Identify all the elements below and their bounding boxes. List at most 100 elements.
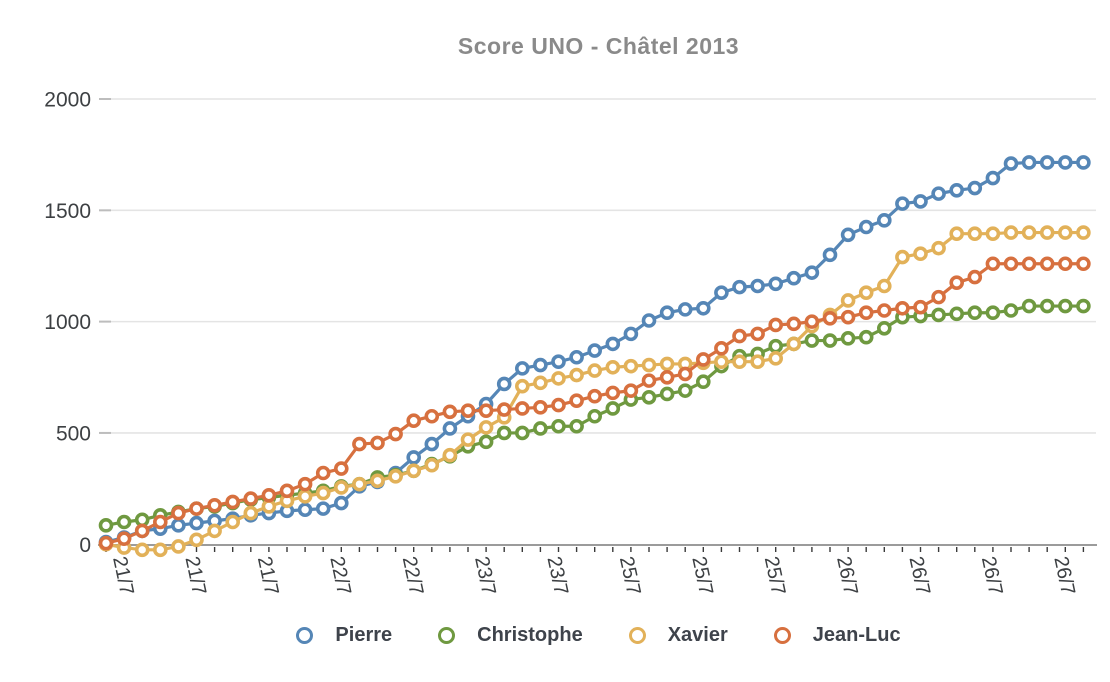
x-tick-label: 22/7 xyxy=(325,554,355,597)
series-marker xyxy=(587,388,603,404)
series-marker xyxy=(732,328,747,344)
legend-marker-christophe-icon xyxy=(438,627,456,644)
series-marker xyxy=(931,289,946,305)
series-marker xyxy=(1021,225,1037,240)
x-tick-label: 23/7 xyxy=(543,554,573,597)
series-marker xyxy=(533,357,548,373)
series-marker xyxy=(605,385,621,401)
series-marker xyxy=(876,213,892,228)
series-marker xyxy=(768,276,784,292)
legend-label-xavier: Xavier xyxy=(667,624,728,646)
legend-marker-pierre-icon xyxy=(296,627,314,644)
series-marker xyxy=(1003,303,1019,318)
x-tick-label: 23/7 xyxy=(470,554,500,597)
series-marker xyxy=(533,375,548,391)
series-marker xyxy=(623,358,639,374)
series-marker xyxy=(460,432,476,447)
series-marker xyxy=(985,305,1001,321)
legend-item-pierre: Pierre xyxy=(296,624,392,647)
series-marker xyxy=(153,514,168,530)
x-tick-label: 26/7 xyxy=(832,554,862,597)
chart-title: Score UNO - Châtel 2013 xyxy=(457,33,740,59)
x-tick-label: 26/7 xyxy=(905,554,935,597)
x-tick-label: 26/7 xyxy=(977,554,1007,597)
legend-label-pierre: Pierre xyxy=(335,624,393,646)
series-marker xyxy=(858,285,874,300)
series-marker xyxy=(1039,256,1055,272)
series-marker xyxy=(750,354,765,369)
series-marker xyxy=(1076,155,1091,170)
series-marker xyxy=(406,413,422,428)
series-marker xyxy=(840,293,856,308)
series-marker xyxy=(677,302,693,317)
x-tick-label: 21/7 xyxy=(181,554,211,597)
series-marker xyxy=(370,435,385,451)
series-marker xyxy=(1058,298,1073,314)
series-marker xyxy=(514,401,530,416)
legend-label-jean-luc: Jean-Luc xyxy=(812,624,901,646)
series-marker xyxy=(876,278,892,294)
series-marker xyxy=(98,535,114,551)
series-marker xyxy=(352,436,367,452)
series-marker xyxy=(533,421,548,436)
series-marker xyxy=(551,397,566,413)
series-marker xyxy=(406,450,422,465)
series-marker xyxy=(514,425,530,441)
series-marker xyxy=(822,247,838,263)
series-marker xyxy=(804,314,820,329)
series-marker xyxy=(1039,225,1055,240)
legend-item-jean-luc: Jean-Luc xyxy=(773,624,901,647)
series-marker xyxy=(98,518,114,533)
series-marker xyxy=(949,226,965,241)
series-marker xyxy=(551,418,566,434)
series-marker xyxy=(804,265,820,280)
series-marker xyxy=(641,313,657,328)
x-tick-label: 21/7 xyxy=(108,554,138,597)
series-marker xyxy=(406,463,422,479)
legend-item-xavier: Xavier xyxy=(628,624,728,647)
series-marker xyxy=(514,378,530,394)
series-marker xyxy=(189,515,204,531)
series-marker xyxy=(189,532,204,548)
series-marker xyxy=(243,505,259,521)
series-marker xyxy=(659,386,675,402)
series-marker xyxy=(171,505,186,521)
series-marker xyxy=(1003,225,1019,240)
series-marker xyxy=(424,436,440,452)
series-marker xyxy=(876,303,892,318)
series-marker xyxy=(714,285,729,300)
series-marker xyxy=(569,349,584,365)
series-marker xyxy=(496,376,512,392)
series-marker xyxy=(116,514,132,530)
series-marker xyxy=(153,542,168,558)
series-marker xyxy=(895,249,910,265)
series-marker xyxy=(1021,298,1037,314)
series-marker xyxy=(695,300,711,316)
series-marker xyxy=(732,279,747,295)
series-marker xyxy=(858,219,874,235)
series-marker xyxy=(623,383,639,398)
series-marker xyxy=(750,326,765,342)
series-marker xyxy=(478,434,494,450)
series-marker xyxy=(189,501,204,516)
series-marker xyxy=(641,390,657,405)
y-tick-label: 2000 xyxy=(44,89,91,112)
series-marker xyxy=(171,539,186,554)
series-marker xyxy=(840,331,856,346)
series-marker xyxy=(279,483,295,499)
series-marker xyxy=(949,306,965,322)
series-marker xyxy=(1076,225,1091,240)
series-marker xyxy=(913,246,928,262)
series-marker xyxy=(134,542,150,558)
series-marker xyxy=(333,480,349,495)
series-marker xyxy=(985,256,1001,272)
series-marker xyxy=(967,180,983,196)
x-tick-label: 26/7 xyxy=(1049,554,1079,597)
series-marker xyxy=(261,487,277,503)
series-marker xyxy=(1076,298,1091,314)
series-marker xyxy=(695,374,711,390)
series-marker xyxy=(605,336,621,352)
series-marker xyxy=(297,476,313,492)
